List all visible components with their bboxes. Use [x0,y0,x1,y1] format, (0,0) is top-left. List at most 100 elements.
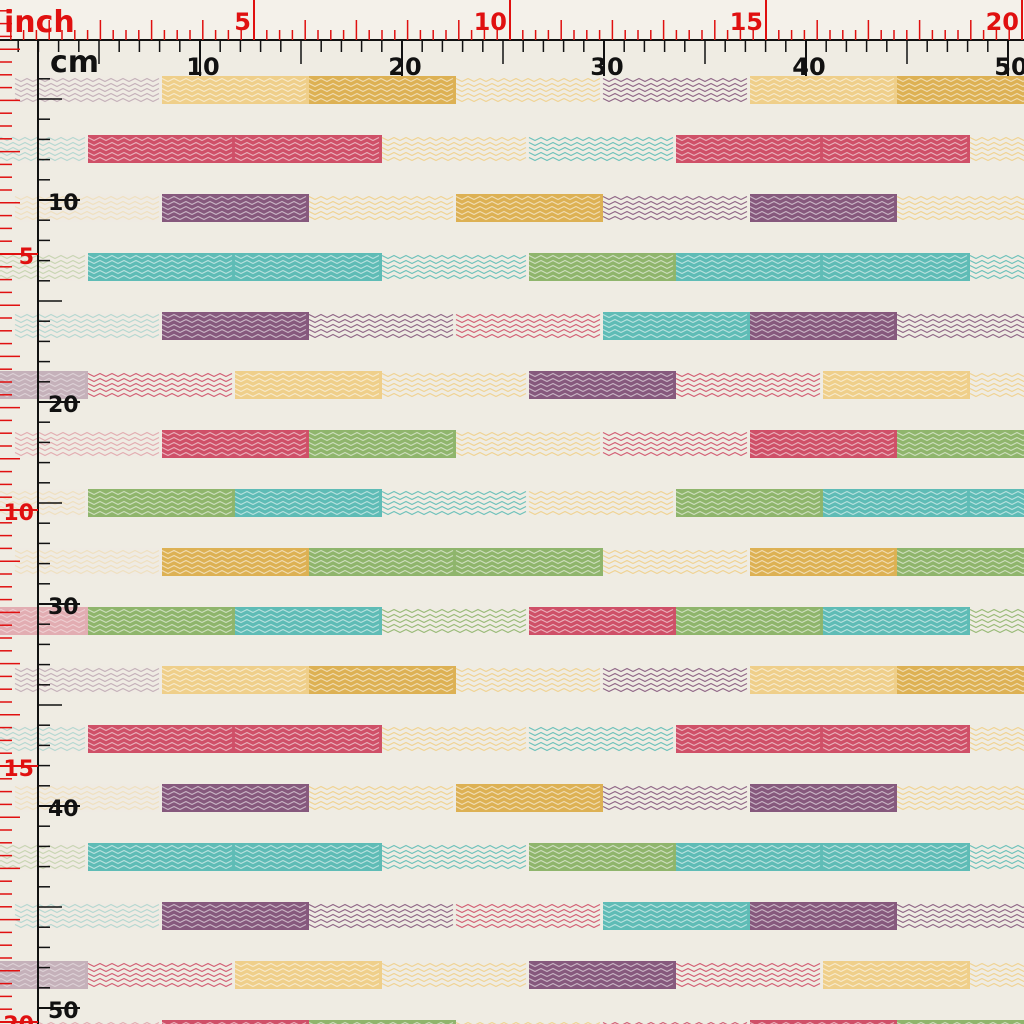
wave-line [528,136,674,142]
wave-line [896,687,1024,693]
cm-label: 10 [48,191,79,216]
wave-line [308,215,454,221]
wave-line [161,215,307,221]
wave-line [675,510,821,516]
wave-line [234,982,380,988]
wave-line [0,741,86,747]
wave-line [602,918,748,924]
wave-line [161,210,307,216]
wave-line [161,918,307,924]
wave-line [234,844,380,850]
wave-line [602,92,748,98]
wave-line [0,736,86,742]
wave-line [0,859,86,865]
wave-line [896,800,1024,806]
wave-line [87,844,233,850]
wave-line [455,87,601,93]
wave-line [896,790,1024,796]
wavy-block [0,725,88,753]
wavy-block [15,194,162,222]
wave-line [455,559,601,565]
wave-line [308,908,454,914]
wave-line [87,746,233,752]
wave-line [0,495,86,501]
wavy-block [15,1020,162,1024]
wave-line [0,618,86,624]
wave-line [234,746,380,752]
stripe-pattern [0,76,1024,1024]
wave-line [528,731,674,737]
wave-line [969,264,1024,270]
wave-line [234,741,380,747]
wave-line [602,436,748,442]
wave-line [822,269,968,275]
wave-line [455,667,601,673]
wave-line [234,495,380,501]
wave-line [822,844,968,850]
solid-block [897,1020,1024,1024]
wave-line [969,490,1024,496]
wave-line [969,967,1024,973]
wave-line [602,328,748,334]
wave-line [528,274,674,280]
wave-line [161,682,307,688]
wave-line [161,672,307,678]
wave-line [675,274,821,280]
wave-line [969,141,1024,147]
wave-line [234,269,380,275]
wave-line [87,608,233,614]
cm-label: 20 [388,53,421,81]
wave-line [87,146,233,152]
wave-line [675,387,821,393]
wave-line [896,446,1024,452]
wave-line [896,195,1024,201]
wave-line [602,451,748,457]
wave-line [0,849,86,855]
wave-line [455,328,601,334]
wave-line [528,495,674,501]
wave-line [969,628,1024,634]
wave-line [0,269,86,275]
wave-line [381,613,527,619]
wave-line [161,195,307,201]
wave-line [749,667,895,673]
wave-line [381,628,527,634]
wave-line [896,323,1024,329]
wave-line [528,628,674,634]
wave-line [87,259,233,265]
wave-line [87,967,233,973]
wave-line [969,151,1024,157]
wave-line [87,977,233,983]
wave-line [822,495,968,501]
wave-line [308,82,454,88]
wave-line [308,682,454,688]
wave-line [161,564,307,570]
wave-line [0,864,86,870]
wave-line [308,918,454,924]
wave-line [896,908,1024,914]
inch-ruler-band [0,0,1024,40]
wave-line [896,559,1024,565]
wave-line [749,318,895,324]
wave-line [234,510,380,516]
wave-line [602,923,748,929]
wave-line [234,387,380,393]
wavy-block [456,1020,603,1024]
wave-line [675,156,821,162]
wave-line [0,254,86,260]
wave-line [455,564,601,570]
wave-line [0,623,86,629]
wave-line [675,844,821,850]
wave-line [675,372,821,378]
wave-line [455,903,601,909]
wave-line [161,554,307,560]
wave-line [896,672,1024,678]
wave-line [675,628,821,634]
wave-line [308,1021,454,1024]
wave-line [87,854,233,860]
wave-line [896,554,1024,560]
wave-line [749,923,895,929]
wave-line [822,741,968,747]
wave-line [0,962,86,968]
